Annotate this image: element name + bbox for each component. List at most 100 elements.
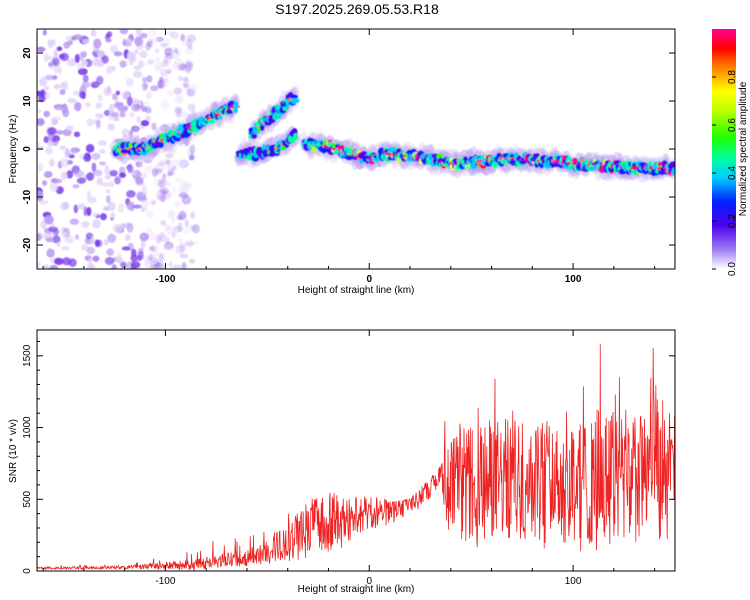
noise-speck xyxy=(134,48,139,55)
figure-title: S197.2025.269.05.53.R18 xyxy=(275,1,439,17)
noise-speck xyxy=(129,112,135,118)
noise-speck xyxy=(175,177,180,183)
noise-speck xyxy=(66,170,74,179)
noise-speck xyxy=(62,257,72,266)
noise-speck xyxy=(140,206,146,213)
noise-speck xyxy=(111,264,117,269)
noise-speck xyxy=(136,115,142,124)
noise-speck xyxy=(132,70,143,78)
noise-speck xyxy=(37,233,42,241)
noise-speck xyxy=(125,77,134,87)
noise-speck xyxy=(75,234,80,240)
noise-speck xyxy=(45,237,55,243)
noise-speck xyxy=(137,60,145,68)
noise-speck xyxy=(53,49,59,60)
noise-speck xyxy=(157,160,167,166)
noise-speck xyxy=(165,225,174,235)
noise-speck xyxy=(42,29,47,36)
noise-speck xyxy=(113,223,123,234)
noise-speck xyxy=(72,184,80,189)
noise-speck xyxy=(39,200,49,205)
noise-speck xyxy=(95,119,101,129)
noise-speck xyxy=(151,122,157,131)
noise-speck xyxy=(79,51,85,62)
noise-speck xyxy=(77,203,86,210)
noise-speck xyxy=(76,177,87,184)
noise-speck xyxy=(144,166,154,173)
noise-speck xyxy=(159,78,168,83)
noise-speck xyxy=(188,258,196,264)
noise-speck xyxy=(93,38,102,49)
noise-speck xyxy=(171,166,177,171)
noise-speck xyxy=(171,185,176,195)
noise-speck xyxy=(177,222,184,233)
noise-speck xyxy=(134,104,141,109)
noise-speck xyxy=(159,42,168,48)
noise-speck xyxy=(178,179,188,188)
noise-speck xyxy=(74,53,80,64)
noise-speck xyxy=(154,62,163,72)
colorbar: 0.0 0.2 0.4 0.6 0.8 Normalized spectral ampl… xyxy=(712,29,749,276)
noise-speck xyxy=(161,234,170,244)
track-blob xyxy=(589,166,597,172)
x-tick-label: 0 xyxy=(366,576,372,587)
noise-speck xyxy=(147,59,155,65)
noise-speck xyxy=(189,224,197,231)
noise-speck xyxy=(109,45,119,54)
noise-speck xyxy=(48,158,55,167)
noise-speck xyxy=(64,148,70,158)
noise-speck xyxy=(107,233,117,244)
noise-speck xyxy=(73,204,79,214)
x-tick-label: -100 xyxy=(155,274,175,285)
noise-speck xyxy=(148,253,154,260)
noise-speck xyxy=(63,41,70,49)
spectrogram-blobs xyxy=(37,29,675,269)
noise-speck xyxy=(49,265,59,269)
y-tick-label: 1500 xyxy=(22,344,33,367)
noise-speck xyxy=(118,166,126,175)
noise-speck xyxy=(146,90,153,100)
y-tick-label: 1000 xyxy=(22,416,33,439)
noise-speck xyxy=(190,211,196,219)
track-blob xyxy=(671,167,675,176)
noise-speck xyxy=(62,108,70,118)
noise-speck xyxy=(92,219,101,229)
noise-speck xyxy=(54,257,64,266)
noise-speck xyxy=(137,196,148,202)
noise-speck xyxy=(107,201,116,212)
noise-speck xyxy=(44,214,54,225)
noise-speck xyxy=(130,254,138,262)
noise-speck xyxy=(60,171,68,180)
track-blob xyxy=(217,115,223,120)
noise-speck xyxy=(44,55,54,60)
noise-speck xyxy=(179,242,187,252)
noise-speck xyxy=(116,252,122,261)
noise-speck xyxy=(119,29,128,35)
noise-speck xyxy=(105,38,112,43)
noise-speck xyxy=(47,127,57,136)
noise-speck xyxy=(153,57,161,63)
noise-speck xyxy=(56,241,61,247)
track-blob xyxy=(291,98,300,104)
noise-speck xyxy=(187,103,196,111)
noise-speck xyxy=(43,110,51,118)
noise-speck xyxy=(174,200,181,208)
noise-speck xyxy=(37,162,44,172)
noise-speck xyxy=(94,239,101,247)
noise-speck xyxy=(122,38,127,46)
noise-speck xyxy=(136,254,142,262)
noise-speck xyxy=(119,110,126,118)
noise-speck xyxy=(154,48,159,53)
noise-speck xyxy=(128,53,137,64)
noise-speck xyxy=(140,239,146,249)
noise-speck xyxy=(46,248,55,258)
noise-speck xyxy=(79,91,86,99)
noise-speck xyxy=(84,101,92,108)
noise-speck xyxy=(37,108,42,114)
noise-speck xyxy=(82,38,90,44)
noise-speck xyxy=(133,127,139,132)
noise-speck xyxy=(119,60,127,68)
noise-speck xyxy=(172,264,183,269)
